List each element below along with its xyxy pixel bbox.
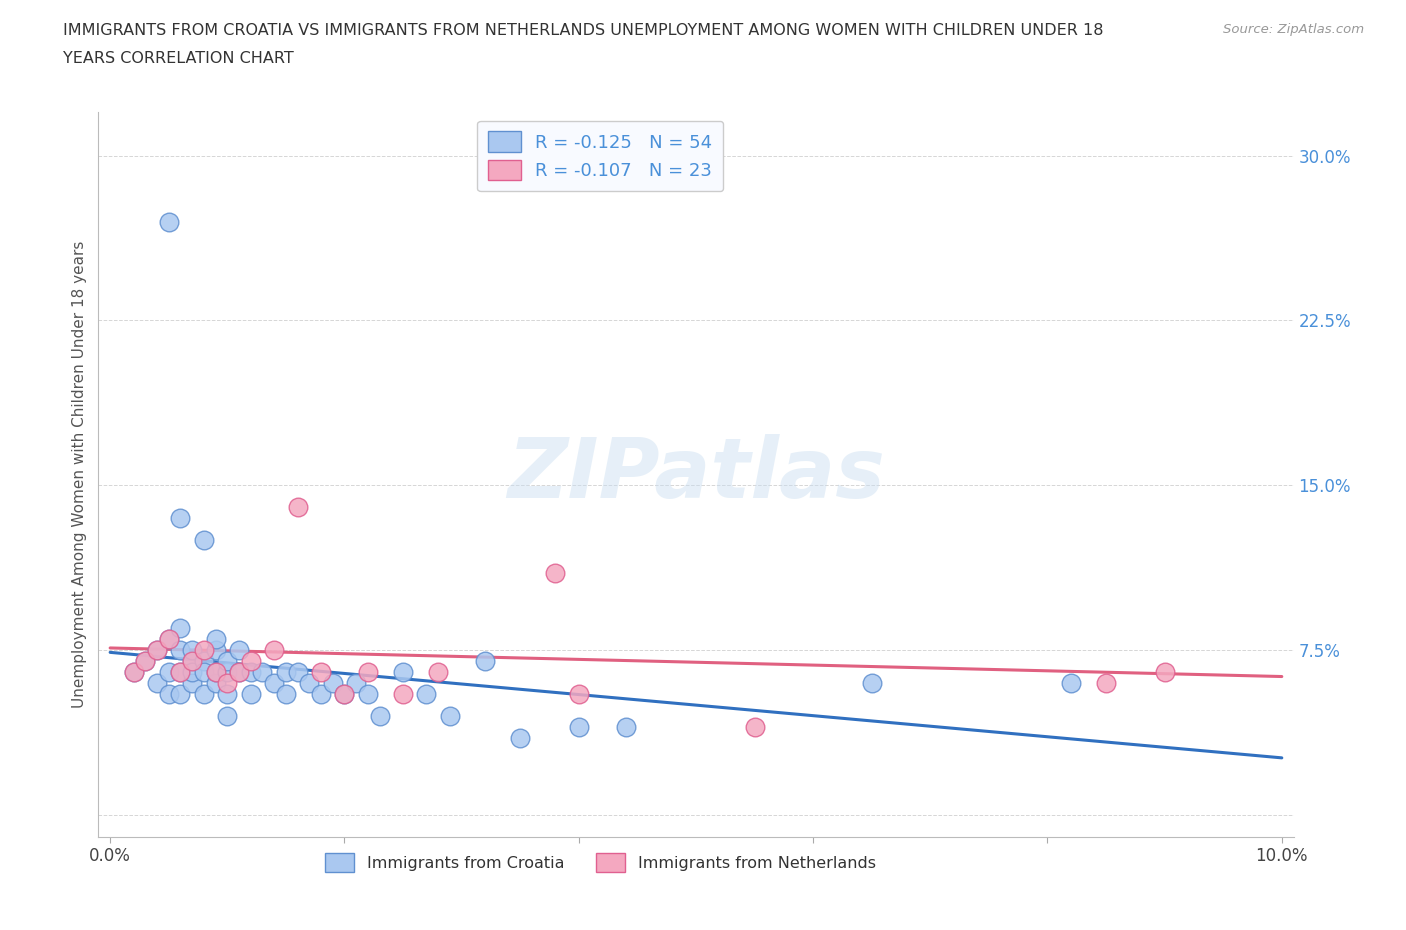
Point — [204, 676, 226, 691]
Point — [322, 676, 344, 691]
Point — [181, 654, 204, 669]
Point — [181, 676, 204, 691]
Point — [193, 686, 215, 701]
Legend: Immigrants from Croatia, Immigrants from Netherlands: Immigrants from Croatia, Immigrants from… — [318, 845, 883, 880]
Point — [169, 643, 191, 658]
Point — [181, 654, 204, 669]
Text: ZIPatlas: ZIPatlas — [508, 433, 884, 515]
Point — [122, 665, 145, 680]
Point — [344, 676, 367, 691]
Point — [204, 643, 226, 658]
Point — [1095, 676, 1118, 691]
Point — [287, 665, 309, 680]
Point — [169, 620, 191, 635]
Y-axis label: Unemployment Among Women with Children Under 18 years: Unemployment Among Women with Children U… — [72, 241, 87, 708]
Point — [263, 643, 285, 658]
Point — [134, 654, 156, 669]
Point — [439, 709, 461, 724]
Point — [287, 499, 309, 514]
Point — [274, 686, 297, 701]
Point — [228, 665, 250, 680]
Text: IMMIGRANTS FROM CROATIA VS IMMIGRANTS FROM NETHERLANDS UNEMPLOYMENT AMONG WOMEN : IMMIGRANTS FROM CROATIA VS IMMIGRANTS FR… — [63, 23, 1104, 38]
Point — [181, 643, 204, 658]
Point — [744, 720, 766, 735]
Point — [157, 631, 180, 646]
Point — [239, 686, 262, 701]
Point — [568, 720, 591, 735]
Point — [217, 709, 239, 724]
Point — [157, 686, 180, 701]
Point — [298, 676, 321, 691]
Point — [239, 665, 262, 680]
Point — [169, 511, 191, 525]
Point — [193, 654, 215, 669]
Point — [157, 214, 180, 229]
Point — [204, 665, 226, 680]
Point — [333, 686, 356, 701]
Text: Source: ZipAtlas.com: Source: ZipAtlas.com — [1223, 23, 1364, 36]
Point — [146, 676, 169, 691]
Point — [228, 643, 250, 658]
Point — [368, 709, 391, 724]
Point — [263, 676, 285, 691]
Point — [228, 665, 250, 680]
Point — [204, 665, 226, 680]
Point — [217, 665, 239, 680]
Point — [134, 654, 156, 669]
Point — [274, 665, 297, 680]
Point — [427, 665, 450, 680]
Point — [146, 643, 169, 658]
Point — [544, 565, 567, 580]
Point — [204, 631, 226, 646]
Point — [474, 654, 496, 669]
Point — [392, 686, 415, 701]
Point — [146, 643, 169, 658]
Point — [509, 731, 531, 746]
Point — [239, 654, 262, 669]
Point — [193, 533, 215, 548]
Point — [181, 665, 204, 680]
Point — [860, 676, 883, 691]
Point — [169, 665, 191, 680]
Point — [157, 665, 180, 680]
Point — [357, 665, 380, 680]
Point — [309, 665, 332, 680]
Point — [392, 665, 415, 680]
Point — [415, 686, 437, 701]
Point — [122, 665, 145, 680]
Text: YEARS CORRELATION CHART: YEARS CORRELATION CHART — [63, 51, 294, 66]
Point — [252, 665, 274, 680]
Point — [193, 665, 215, 680]
Point — [1153, 665, 1175, 680]
Point — [217, 676, 239, 691]
Point — [169, 686, 191, 701]
Point — [217, 686, 239, 701]
Point — [157, 631, 180, 646]
Point — [568, 686, 591, 701]
Point — [217, 654, 239, 669]
Point — [1060, 676, 1083, 691]
Point — [309, 686, 332, 701]
Point — [169, 665, 191, 680]
Point — [357, 686, 380, 701]
Point — [614, 720, 637, 735]
Point — [333, 686, 356, 701]
Point — [193, 643, 215, 658]
